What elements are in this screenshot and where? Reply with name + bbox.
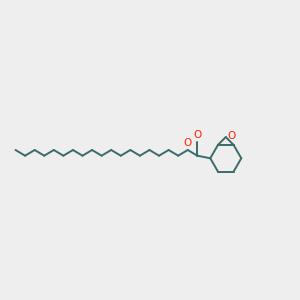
Text: O: O [184, 138, 192, 148]
Text: O: O [193, 130, 202, 140]
Text: O: O [228, 131, 236, 141]
